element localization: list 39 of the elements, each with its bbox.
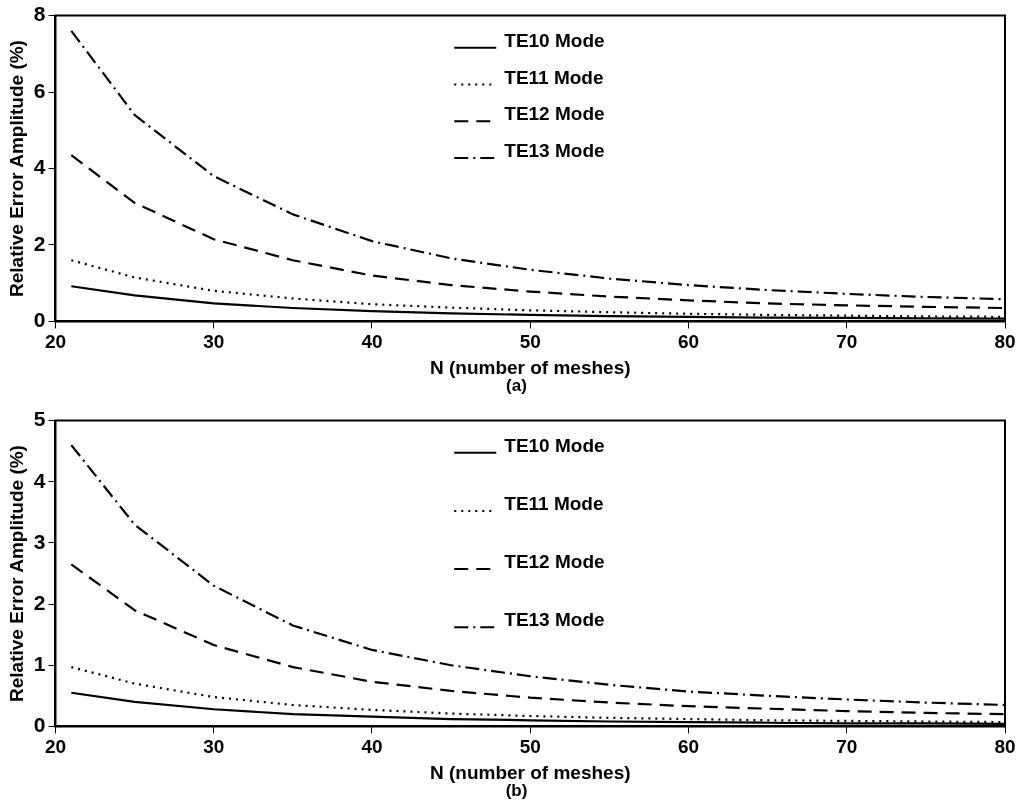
y-axis-title: Relative Error Amplitude (%) — [5, 445, 27, 702]
y-tick-label: 1 — [33, 652, 46, 676]
y-tick-label: 2 — [33, 590, 46, 614]
x-tick-label: 80 — [994, 331, 1016, 353]
x-tick-label: 50 — [519, 331, 541, 353]
y-tick-label: 0 — [33, 713, 46, 737]
x-tick-label: 40 — [361, 736, 383, 758]
y-tick-label: 3 — [33, 529, 46, 553]
y-tick-label: 0 — [33, 308, 46, 332]
x-tick-label: 20 — [44, 331, 67, 353]
x-tick-label: 30 — [203, 736, 225, 758]
legend-label: TE11 Mode — [504, 66, 604, 88]
text: (a) — [506, 376, 528, 396]
legend-label: TE12 Mode — [504, 103, 605, 125]
x-tick-label: 60 — [677, 331, 700, 353]
x-axis-title: N (number of meshes) — [429, 761, 631, 783]
y-tick-label: 6 — [33, 78, 46, 102]
legend-label: TE13 Mode — [504, 140, 605, 162]
x-axis-title: N (number of meshes) — [429, 356, 631, 378]
text: (b) — [505, 781, 529, 801]
x-tick-label: 70 — [836, 331, 858, 353]
x-tick-label: 80 — [994, 736, 1016, 758]
y-tick-label: 4 — [33, 468, 46, 492]
legend-label: TE13 Mode — [504, 609, 605, 631]
x-tick-label: 60 — [677, 736, 700, 758]
legend-label: TE10 Mode — [504, 30, 605, 52]
legend-label: TE11 Mode — [504, 493, 604, 515]
y-tick-label: 5 — [33, 407, 46, 431]
y-tick-label: 2 — [33, 231, 46, 255]
legend-label: TE10 Mode — [504, 435, 605, 457]
x-tick-label: 20 — [44, 736, 67, 758]
y-axis-title: Relative Error Amplitude (%) — [5, 40, 27, 297]
y-tick-label: 4 — [33, 155, 46, 179]
legend-label: TE12 Mode — [504, 551, 605, 573]
x-tick-label: 50 — [519, 736, 541, 758]
x-tick-label: 40 — [361, 331, 383, 353]
y-tick-label: 8 — [33, 2, 46, 26]
x-tick-label: 70 — [836, 736, 858, 758]
x-tick-label: 30 — [203, 331, 225, 353]
